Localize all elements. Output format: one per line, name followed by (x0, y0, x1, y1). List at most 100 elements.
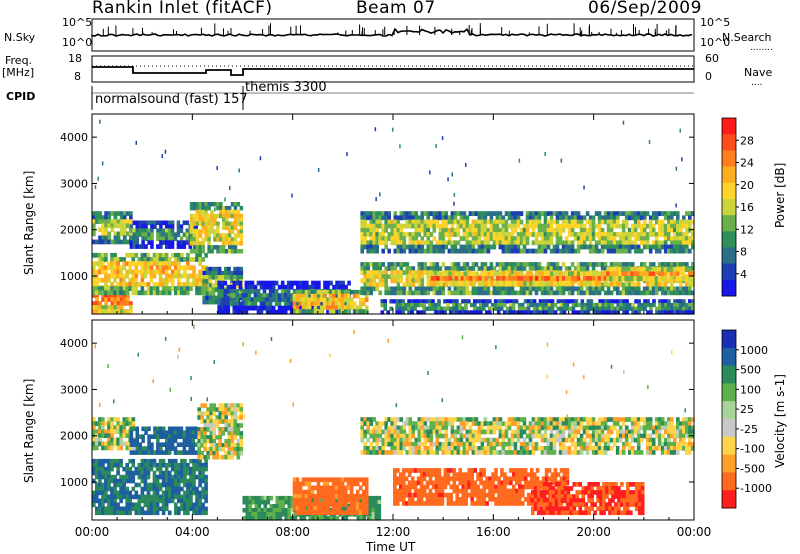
data-cell (227, 443, 232, 448)
data-cell (462, 219, 467, 225)
data-cell (366, 270, 370, 275)
data-cell (238, 293, 243, 298)
data-cell (257, 499, 262, 505)
data-cell (186, 486, 190, 492)
data-cell (119, 425, 123, 430)
data-cell (447, 236, 452, 241)
data-cell (253, 301, 258, 307)
data-cell (679, 286, 683, 292)
data-cell (366, 429, 370, 435)
data-cell (411, 223, 416, 229)
data-cell (304, 297, 309, 303)
data-cell (574, 276, 578, 282)
data-cell (92, 466, 96, 472)
data-cell (227, 407, 232, 412)
scatter-point (94, 185, 97, 189)
data-cell (122, 235, 127, 241)
data-cell (363, 421, 367, 426)
data-cell (567, 286, 572, 292)
data-cell (122, 506, 126, 512)
data-cell (167, 257, 172, 262)
data-cell (104, 239, 108, 245)
data-cell (128, 458, 132, 464)
data-cell (104, 265, 108, 271)
data-cell (654, 270, 659, 275)
data-cell (170, 442, 175, 447)
data-cell (232, 309, 237, 315)
data-cell (119, 239, 124, 245)
data-cell (549, 227, 554, 233)
data-cell (313, 305, 318, 310)
data-cell (213, 213, 217, 219)
data-cell (236, 439, 241, 444)
data-cell (207, 213, 211, 219)
data-cell (134, 282, 139, 287)
data-cell (174, 478, 178, 484)
data-cell (101, 486, 105, 492)
data-cell (135, 446, 139, 451)
data-cell (107, 506, 111, 512)
data-cell (104, 297, 108, 302)
data-cell (405, 219, 410, 225)
data-cell (624, 286, 629, 292)
data-cell (498, 244, 503, 250)
data-cell (334, 305, 339, 310)
data-cell (480, 211, 485, 216)
data-cell (603, 211, 608, 216)
data-cell (555, 290, 560, 296)
data-cell (441, 227, 446, 233)
data-cell (116, 466, 120, 472)
data-cell (134, 494, 139, 500)
data-cell (612, 276, 616, 282)
data-cell (431, 302, 435, 308)
data-cell (208, 299, 213, 305)
data-cell (630, 290, 635, 296)
data-cell (180, 502, 184, 508)
data-cell (597, 236, 602, 241)
data-cell (116, 445, 120, 451)
data-cell (155, 466, 160, 472)
data-cell (254, 499, 259, 505)
data-cell (634, 306, 638, 311)
data-cell (585, 280, 590, 286)
data-cell (408, 286, 413, 292)
data-cell (609, 262, 614, 267)
data-cell (459, 244, 464, 250)
scatter-point (224, 197, 226, 202)
data-cell (286, 305, 291, 311)
data-cell (98, 265, 102, 271)
data-cell (571, 302, 576, 308)
data-cell (331, 489, 336, 495)
data-cell (358, 493, 363, 499)
data-cell (177, 252, 181, 258)
scatter-point (451, 172, 453, 177)
data-cell (546, 227, 551, 233)
data-cell (621, 290, 626, 296)
data-cell (546, 219, 551, 225)
data-cell (576, 286, 581, 292)
data-cell (110, 417, 114, 422)
data-cell (481, 280, 485, 286)
data-cell (134, 286, 139, 291)
data-cell (158, 257, 163, 262)
data-cell (152, 490, 157, 496)
data-cell (543, 266, 548, 271)
data-cell (116, 223, 121, 229)
data-cell (189, 458, 193, 464)
data-cell (556, 276, 560, 282)
data-cell (275, 495, 280, 501)
data-cell (186, 265, 190, 271)
data-cell (691, 274, 695, 279)
data-cell (310, 293, 315, 299)
data-cell (128, 506, 132, 512)
data-cell (227, 439, 232, 444)
data-cell (259, 280, 264, 286)
data-cell (158, 466, 163, 472)
data-cell (116, 309, 121, 314)
data-cell (334, 481, 339, 487)
data-cell (452, 310, 456, 315)
data-cell (155, 502, 160, 508)
data-cell (555, 262, 560, 267)
data-cell (170, 269, 175, 275)
data-cell (140, 290, 145, 296)
